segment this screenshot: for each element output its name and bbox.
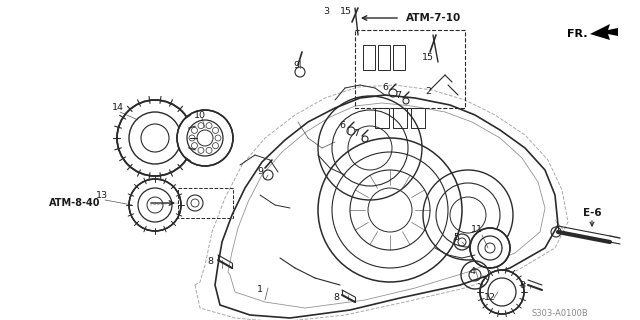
Text: E-6: E-6 — [582, 208, 602, 218]
Text: 7: 7 — [395, 92, 401, 100]
Text: 7: 7 — [353, 129, 359, 138]
Text: 4: 4 — [469, 268, 475, 276]
Bar — [375, 108, 389, 128]
Text: 8: 8 — [519, 282, 525, 291]
Bar — [411, 108, 425, 128]
Bar — [378, 45, 390, 70]
Text: 8: 8 — [333, 293, 339, 302]
Circle shape — [470, 228, 510, 268]
Bar — [355, 30, 465, 108]
Bar — [393, 108, 407, 128]
Text: ATM-7-10: ATM-7-10 — [406, 13, 461, 23]
Text: 15: 15 — [340, 7, 352, 17]
Text: 12: 12 — [484, 293, 496, 302]
Circle shape — [480, 270, 524, 314]
Text: 14: 14 — [112, 103, 124, 113]
Circle shape — [177, 110, 233, 166]
Polygon shape — [590, 24, 618, 40]
Circle shape — [129, 179, 181, 231]
Text: 10: 10 — [194, 110, 206, 119]
Text: 9: 9 — [293, 60, 299, 69]
Text: 9: 9 — [257, 167, 263, 177]
Text: 1: 1 — [257, 285, 263, 294]
Text: 15: 15 — [422, 53, 434, 62]
Text: 8: 8 — [207, 258, 213, 267]
Text: 11: 11 — [471, 226, 483, 235]
Bar — [363, 45, 375, 70]
Text: S303-A0100B: S303-A0100B — [532, 309, 588, 318]
Text: 2: 2 — [425, 87, 431, 97]
Text: 6: 6 — [382, 84, 388, 92]
Circle shape — [117, 100, 193, 176]
Text: 3: 3 — [323, 7, 329, 17]
Text: 5: 5 — [453, 234, 459, 243]
Bar — [393, 45, 405, 70]
Text: 6: 6 — [339, 122, 345, 131]
Text: ATM-8-40: ATM-8-40 — [49, 198, 100, 208]
Text: 13: 13 — [96, 191, 108, 201]
Bar — [178, 188, 233, 218]
Text: FR.: FR. — [568, 29, 588, 39]
